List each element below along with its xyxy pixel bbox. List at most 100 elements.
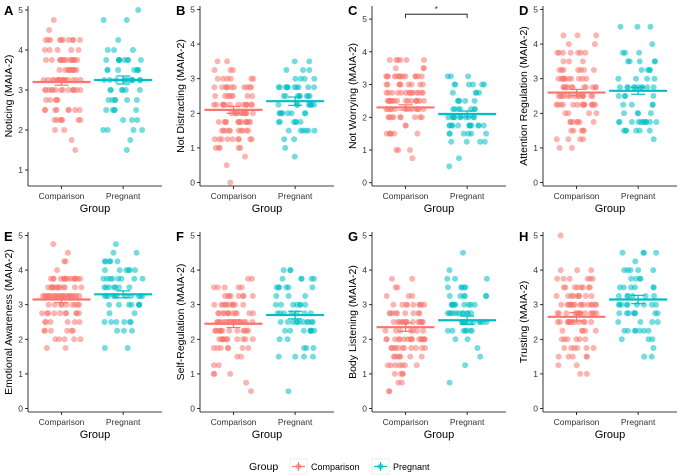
data-point (474, 345, 481, 351)
data-point (244, 93, 251, 99)
data-point (560, 32, 567, 39)
data-point (645, 336, 652, 343)
data-point (211, 84, 218, 91)
data-point (583, 345, 590, 351)
x-axis-title: Group (80, 203, 111, 215)
data-point (139, 127, 146, 133)
data-point (243, 101, 250, 108)
data-point (46, 27, 53, 33)
data-point (625, 58, 632, 65)
data-point (572, 310, 579, 317)
x-axis-title: Group (595, 203, 626, 215)
data-point (636, 49, 643, 56)
data-point (653, 249, 660, 256)
y-tick-label: 2 (533, 334, 538, 344)
data-point (417, 81, 424, 88)
y-axis-label: Not Worrying (MAIA-2) (347, 43, 359, 149)
y-tick-label: 4 (190, 39, 195, 49)
data-point (421, 97, 427, 104)
legend-label: Comparison (311, 462, 360, 472)
data-point (576, 293, 582, 299)
data-point (111, 284, 118, 291)
data-point (390, 301, 397, 308)
data-point (402, 73, 409, 80)
data-point (124, 57, 131, 63)
data-point (43, 97, 50, 103)
data-point (553, 293, 560, 299)
data-point (111, 47, 117, 53)
data-point (284, 336, 291, 343)
data-point (556, 310, 562, 317)
data-point (232, 310, 239, 317)
x-axis-title: Group (595, 429, 626, 441)
data-point (291, 58, 298, 65)
data-point (416, 301, 423, 308)
y-tick-label: 3 (533, 74, 538, 84)
x-tick-label: Pregnant (450, 191, 485, 201)
data-point (625, 310, 632, 317)
data-point (285, 293, 292, 299)
data-point (590, 67, 597, 73)
data-point (588, 293, 595, 299)
data-point (239, 345, 246, 351)
data-point (306, 67, 313, 73)
data-point (402, 310, 409, 317)
data-point (275, 353, 282, 360)
x-axis-title: Group (424, 203, 455, 215)
data-point (567, 49, 574, 56)
y-tick-label: 5 (362, 230, 367, 240)
data-point (418, 319, 425, 325)
data-point (462, 327, 469, 334)
data-point (404, 336, 411, 343)
data-point (461, 301, 468, 308)
data-point (297, 301, 304, 308)
data-point (276, 336, 283, 343)
data-point (104, 275, 111, 282)
y-tick-label: 2 (533, 108, 538, 118)
data-point (615, 75, 622, 82)
data-point (561, 345, 568, 351)
data-point (77, 37, 83, 43)
data-point (218, 336, 225, 343)
data-point (211, 67, 218, 73)
panel-c: C Not Worrying (MAIA-2) 0 1 2 3 4 5 Comparison Pr… (347, 3, 506, 215)
data-point (445, 114, 452, 121)
data-point (54, 267, 61, 274)
data-point (397, 327, 404, 334)
data-point (135, 67, 142, 73)
x-tick-label: Pregnant (450, 417, 485, 427)
data-point (418, 73, 425, 80)
data-point (615, 119, 622, 125)
data-point (585, 301, 592, 308)
y-tick-label: 5 (18, 5, 23, 15)
y-tick-label: 3 (190, 300, 195, 310)
data-point (242, 336, 249, 343)
y-tick-label: 2 (18, 334, 23, 344)
data-point (133, 249, 140, 256)
data-point (465, 81, 472, 88)
data-point (224, 336, 231, 343)
data-point (215, 144, 222, 151)
data-point (217, 327, 224, 334)
data-point (42, 47, 48, 53)
data-point (103, 284, 110, 291)
data-point (570, 101, 577, 108)
data-point (616, 301, 623, 308)
y-tick-label: 4 (18, 45, 23, 55)
data-point (649, 41, 656, 48)
data-point (592, 327, 599, 334)
data-point (129, 117, 135, 123)
y-tick-label: 3 (190, 74, 195, 84)
data-point (106, 301, 113, 308)
data-point (133, 107, 140, 113)
data-point (564, 319, 571, 325)
data-point (392, 327, 399, 334)
data-point (68, 137, 75, 143)
data-point (217, 345, 224, 351)
data-point (628, 119, 635, 125)
data-point (557, 93, 564, 99)
data-point (583, 75, 590, 82)
data-point (633, 301, 640, 308)
data-point (384, 81, 391, 88)
data-point (130, 47, 136, 53)
